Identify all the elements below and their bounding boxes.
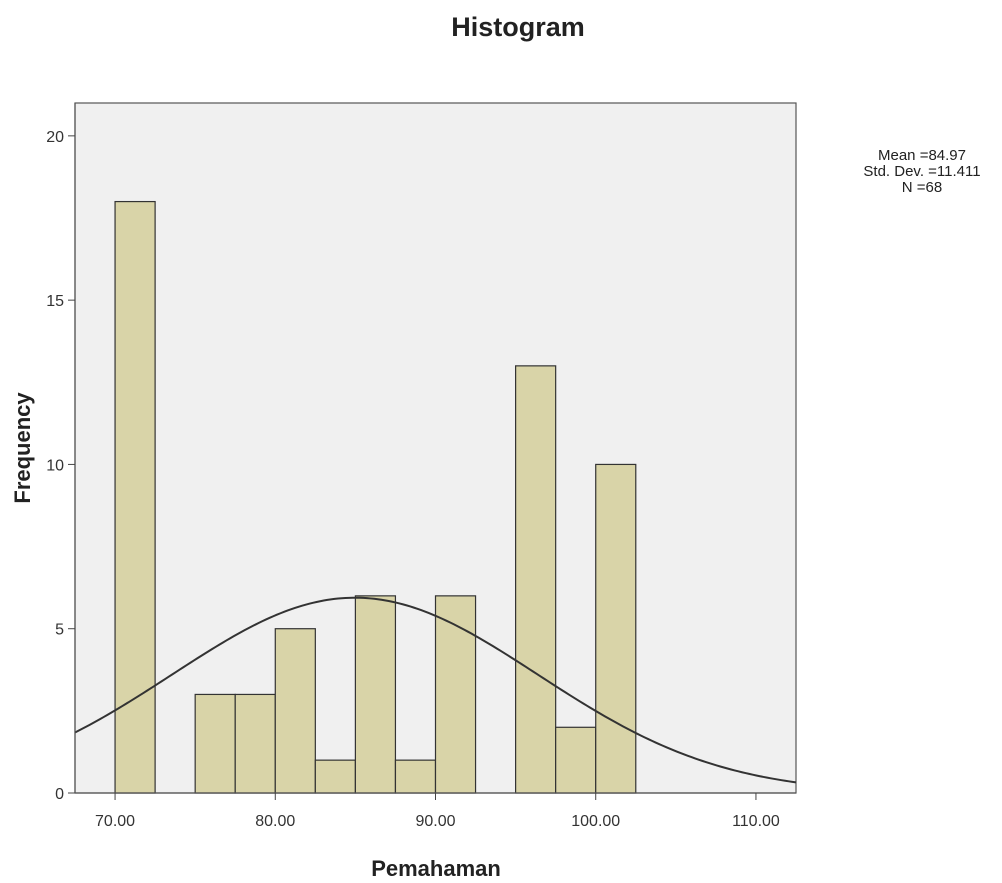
y-tick-label: 5: [55, 622, 64, 639]
x-tick-label: 70.00: [95, 813, 135, 830]
statistics-box: Mean =84.97 Std. Dev. =11.411 N =68: [830, 148, 1002, 196]
chart-title: Histogram: [451, 12, 585, 42]
histogram-bar: [595, 463, 637, 794]
stat-mean: Mean =84.97: [878, 147, 966, 164]
histogram-bar: [114, 200, 156, 794]
x-tick-label: 80.00: [255, 813, 295, 830]
histogram-bar: [394, 759, 437, 794]
histogram-bar: [515, 365, 557, 794]
histogram-bar: [274, 628, 316, 794]
y-tick-label: 20: [46, 129, 64, 146]
y-tick-label: 10: [46, 457, 64, 474]
stat-std-dev: Std. Dev. =11.411: [863, 163, 981, 180]
histogram-bar: [234, 693, 276, 794]
x-tick-label: 90.00: [415, 813, 455, 830]
histogram-bar: [354, 595, 397, 794]
stat-n: N =68: [901, 179, 943, 196]
histogram-bar: [555, 726, 597, 794]
x-axis-label: Pemahaman: [371, 856, 501, 881]
normal-curve: [74, 596, 797, 784]
histogram-bar: [194, 693, 236, 794]
histogram-bar: [314, 759, 356, 794]
y-tick-label: 15: [46, 293, 64, 310]
y-tick-label: 0: [55, 786, 64, 803]
x-tick-label: 110.00: [732, 813, 780, 830]
y-axis-ticks: 0 5 10 15 20: [46, 129, 75, 803]
x-tick-label: 100.00: [571, 813, 620, 830]
bars-group: [114, 200, 637, 794]
y-axis-label: Frequency: [10, 392, 35, 504]
x-axis-ticks: 70.00 80.00 90.00 100.00 110.00: [95, 793, 780, 830]
